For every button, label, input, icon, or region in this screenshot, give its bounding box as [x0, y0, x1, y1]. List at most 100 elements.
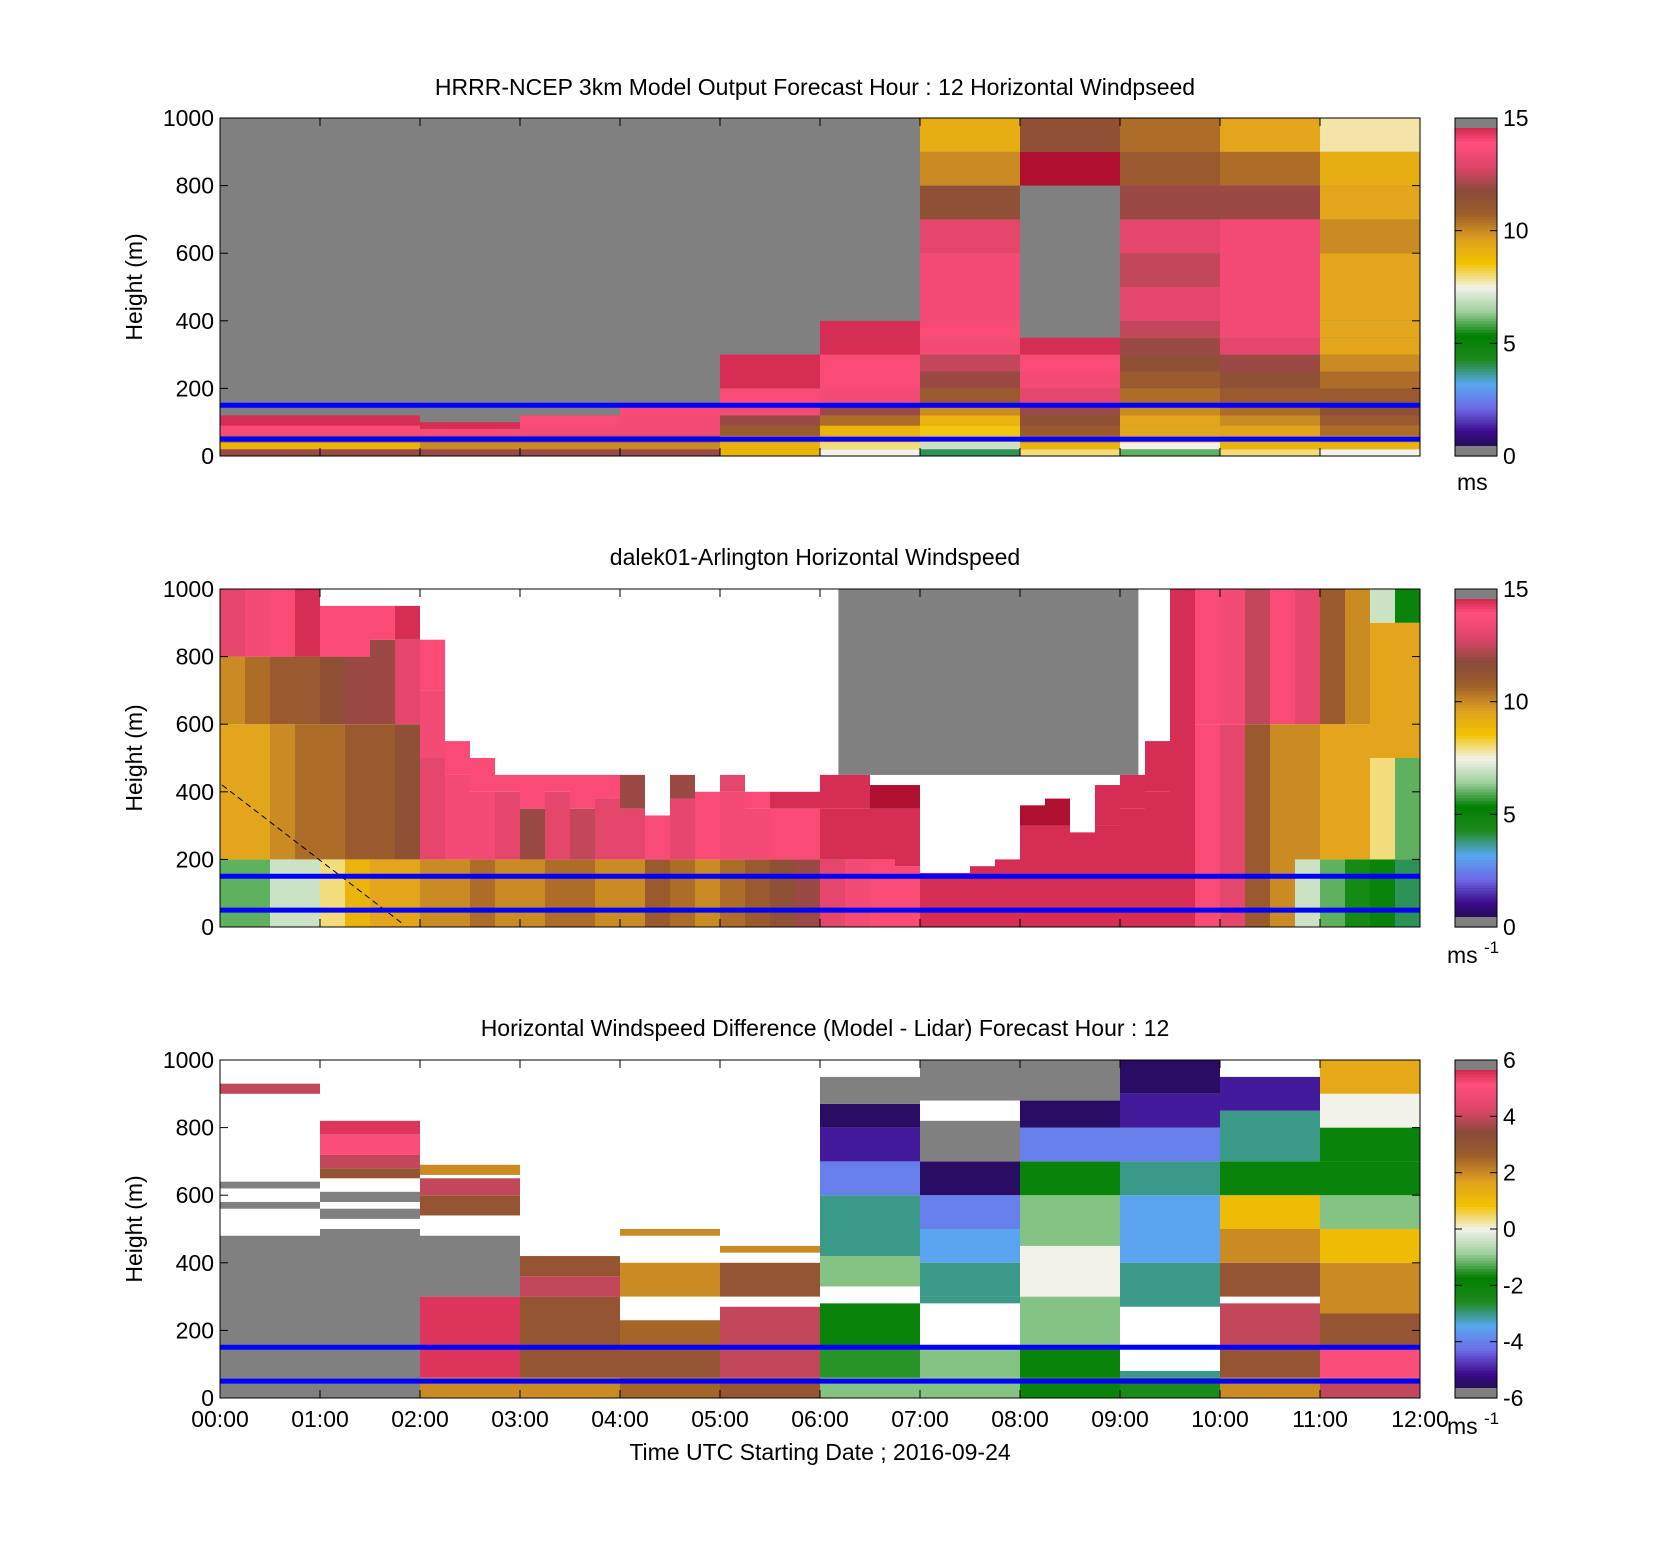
- colorbar-tick-label: 6: [1503, 1047, 1516, 1073]
- colorbar-segment: [1455, 433, 1497, 437]
- heatmap-cell: [320, 859, 345, 927]
- colorbar-segment: [1455, 755, 1497, 759]
- colorbar-segment: [1455, 332, 1497, 336]
- heatmap-cell: [1120, 185, 1220, 220]
- colorbar-segment: [1455, 346, 1497, 350]
- heatmap-cell: [420, 442, 520, 450]
- heatmap-cell: [720, 1347, 820, 1378]
- colorbar-segment: [1455, 743, 1497, 748]
- heatmap-cell: [620, 1262, 720, 1297]
- colorbar-segment: [1455, 758, 1497, 762]
- heatmap-cell: [620, 1229, 720, 1236]
- colorbar-segment: [1455, 340, 1497, 344]
- colorbar-segment: [1455, 679, 1497, 683]
- heatmap-cell: [1320, 1161, 1420, 1196]
- heatmap-cell: [945, 872, 970, 927]
- heatmap-cell: [1220, 1076, 1320, 1111]
- colorbar-segment: [1455, 368, 1497, 373]
- colorbar-segment: [1455, 879, 1497, 883]
- heatmap-cell: [1320, 337, 1420, 355]
- colorbar-segment: [1455, 890, 1497, 894]
- heatmap-cell: [520, 449, 620, 456]
- colorbar-segment: [1455, 1226, 1497, 1230]
- heatmap-cell: [870, 785, 895, 809]
- heatmap-cell: [1245, 589, 1270, 725]
- colorbar-segment: [1455, 309, 1497, 313]
- heatmap-cell: [595, 859, 620, 927]
- colorbar-segment: [1455, 1369, 1497, 1374]
- colorbar-segment: [1455, 374, 1497, 378]
- colorbar-segment: [1455, 419, 1497, 423]
- heatmap-cell: [1120, 371, 1220, 389]
- colorbar-segment: [1455, 1367, 1497, 1371]
- colorbar-segment: [1455, 230, 1497, 235]
- colorbar-segment: [1455, 642, 1497, 646]
- heatmap-cell: [870, 859, 895, 927]
- colorbar-segment: [1455, 791, 1497, 796]
- heatmap-cell: [1120, 1060, 1220, 1094]
- colorbar-segment: [1455, 1229, 1497, 1233]
- x-tick-label: 02:00: [391, 1406, 449, 1432]
- colorbar-segment: [1455, 690, 1497, 694]
- colorbar-segment: [1455, 163, 1497, 167]
- y-tick-label: 600: [176, 711, 214, 737]
- heatmap-cell: [1320, 1229, 1420, 1263]
- y-tick-label: 0: [201, 914, 214, 940]
- heatmap-cell: [820, 449, 920, 456]
- colorbar-segment: [1455, 284, 1497, 288]
- colorbar-segment: [1455, 662, 1497, 666]
- colorbar-segment: [1455, 848, 1497, 852]
- colorbar-segment: [1455, 763, 1497, 768]
- heatmap-cell: [1345, 589, 1370, 725]
- colorbar-segment: [1455, 1085, 1497, 1089]
- heatmap-cell: [1020, 449, 1120, 456]
- colorbar-segment: [1455, 1265, 1497, 1270]
- colorbar-segment: [1455, 357, 1497, 361]
- colorbar-segment: [1455, 735, 1497, 739]
- colorbar-segment: [1455, 856, 1497, 860]
- heatmap-cell: [770, 791, 795, 809]
- heatmap-cell: [245, 589, 270, 657]
- colorbar-segment: [1455, 1245, 1497, 1250]
- colorbar-segment: [1455, 118, 1497, 128]
- heatmap-cell: [920, 337, 1020, 355]
- colorbar-tick-label: 2: [1503, 1160, 1516, 1186]
- colorbar-segment: [1455, 289, 1497, 294]
- heatmap-cell: [920, 118, 1020, 152]
- colorbar-tick-label: 15: [1503, 105, 1529, 131]
- heatmap-cell: [320, 442, 420, 450]
- heatmap-cell: [1220, 118, 1320, 152]
- heatmap-cell: [420, 639, 445, 691]
- colorbar-segment: [1455, 805, 1497, 810]
- heatmap-cell: [620, 1320, 720, 1348]
- colorbar-tick-label: 10: [1503, 218, 1529, 244]
- heatmap-cell: [220, 1201, 320, 1209]
- colorbar-segment: [1455, 1206, 1497, 1210]
- colorbar-segment: [1455, 769, 1497, 773]
- heatmap-cell: [620, 808, 645, 860]
- colorbar-segment: [1455, 363, 1497, 367]
- heatmap-cell: [820, 774, 845, 809]
- colorbar-unit-exponent: -1: [1484, 1409, 1499, 1428]
- y-tick-label: 400: [176, 1250, 214, 1276]
- colorbar-segment: [1455, 179, 1497, 184]
- colorbar-segment: [1455, 422, 1497, 426]
- heatmap-cell: [820, 337, 920, 355]
- heatmap-cell: [1220, 388, 1320, 406]
- heatmap-cell: [395, 859, 420, 927]
- colorbar-segment: [1455, 405, 1497, 409]
- colorbar-segment: [1455, 425, 1497, 429]
- heatmap-cell: [1320, 354, 1420, 372]
- colorbar-segment: [1455, 1136, 1497, 1140]
- heatmap-cell: [495, 859, 520, 927]
- colorbar-segment: [1455, 1299, 1497, 1303]
- colorbar-segment: [1455, 1144, 1497, 1148]
- colorbar-segment: [1455, 191, 1497, 195]
- colorbar-segment: [1455, 1167, 1497, 1171]
- heatmap-cell: [820, 1103, 920, 1128]
- colorbar-segment: [1455, 354, 1497, 359]
- heatmap-cell: [1220, 253, 1320, 287]
- colorbar-segment: [1455, 171, 1497, 175]
- heatmap-cell: [920, 151, 1020, 186]
- colorbar-segment: [1455, 1271, 1497, 1275]
